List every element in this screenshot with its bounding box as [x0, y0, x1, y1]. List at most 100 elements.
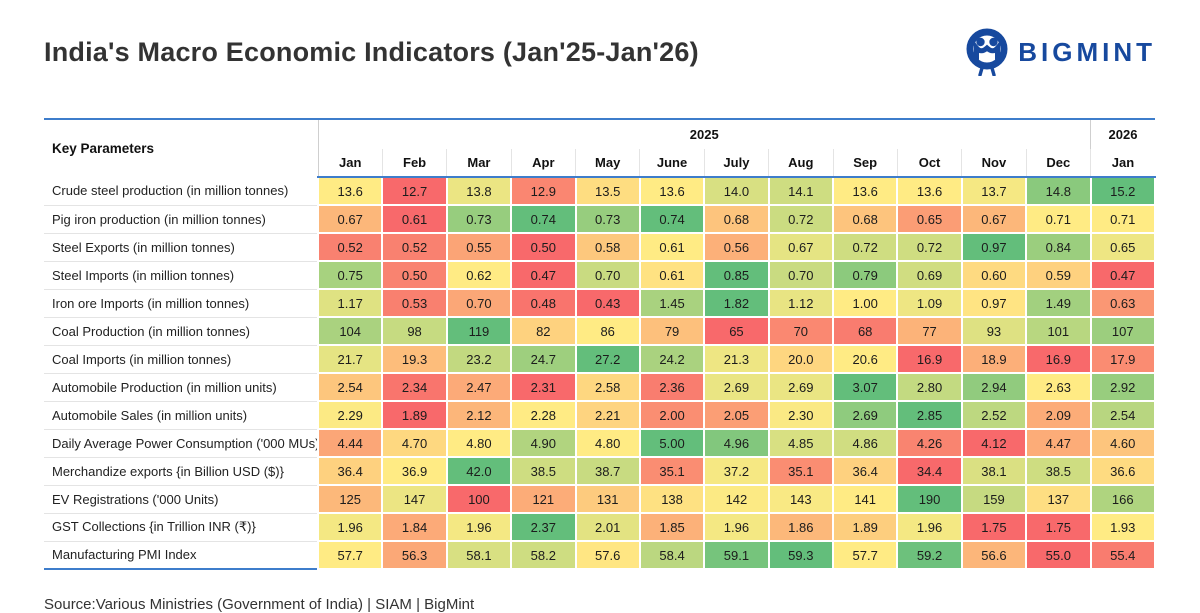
- value-cell: 21.7: [316, 344, 384, 374]
- table-row: Daily Average Power Consumption ('000 MU…: [44, 428, 1156, 458]
- value-cell: 37.2: [703, 456, 770, 486]
- value-cell: 166: [1089, 484, 1156, 514]
- value-cell: 0.50: [510, 232, 577, 262]
- value-cell: 58.4: [638, 540, 706, 570]
- month-header-june: June: [639, 149, 705, 178]
- value-cell: 2.28: [510, 400, 577, 430]
- table-row: Pig iron production (in million tonnes) 0…: [44, 204, 1156, 234]
- value-cell: 1.82: [703, 288, 770, 318]
- value-cell: 24.7: [510, 344, 577, 374]
- key-parameters-header: Key Parameters: [44, 119, 319, 177]
- value-cell: 27.2: [574, 344, 641, 374]
- value-cell: 1.84: [381, 512, 448, 542]
- value-cell: 2.58: [574, 372, 641, 402]
- value-cell: 19.3: [381, 344, 448, 374]
- value-cell: 1.45: [638, 288, 706, 318]
- value-cell: 0.47: [1089, 260, 1156, 290]
- value-cell: 38.7: [574, 456, 641, 486]
- table-row: Coal Production (in million tonnes) 104 98…: [44, 316, 1156, 346]
- value-cell: 2.21: [574, 400, 641, 430]
- value-cell: 23.2: [445, 344, 513, 374]
- value-cell: 0.61: [381, 204, 448, 234]
- value-cell: 13.8: [445, 176, 513, 206]
- value-cell: 131: [574, 484, 641, 514]
- value-cell: 0.84: [1025, 232, 1092, 262]
- value-cell: 2.69: [703, 372, 770, 402]
- value-cell: 13.6: [896, 176, 963, 206]
- value-cell: 121: [510, 484, 577, 514]
- value-cell: 0.47: [510, 260, 577, 290]
- value-cell: 147: [381, 484, 448, 514]
- value-cell: 34.4: [896, 456, 963, 486]
- value-cell: 1.96: [703, 512, 770, 542]
- value-cell: 68: [831, 316, 899, 346]
- value-cell: 159: [960, 484, 1028, 514]
- row-label: Coal Imports (in million tonnes): [44, 345, 318, 374]
- value-cell: 0.56: [703, 232, 770, 262]
- value-cell: 2.54: [316, 372, 384, 402]
- value-cell: 1.85: [638, 512, 706, 542]
- value-cell: 65: [703, 316, 770, 346]
- row-label: Steel Imports (in million tonnes): [44, 261, 318, 290]
- value-cell: 42.0: [445, 456, 513, 486]
- month-header-jan-2026: Jan: [1090, 149, 1155, 178]
- value-cell: 0.68: [703, 204, 770, 234]
- month-header-oct: Oct: [896, 149, 962, 178]
- value-cell: 0.68: [831, 204, 899, 234]
- value-cell: 2.47: [445, 372, 513, 402]
- value-cell: 0.62: [445, 260, 513, 290]
- value-cell: 0.74: [510, 204, 577, 234]
- row-label: Steel Exports (in million tonnes): [44, 233, 318, 262]
- table-row: Coal Imports (in million tonnes) 21.7 19.3…: [44, 344, 1156, 374]
- value-cell: 1.96: [316, 512, 384, 542]
- month-header-sep: Sep: [832, 149, 898, 178]
- value-cell: 4.85: [767, 428, 835, 458]
- bigmint-logo-icon: [966, 28, 1008, 76]
- year-header-2026: 2026: [1090, 119, 1155, 149]
- value-cell: 4.60: [1089, 428, 1156, 458]
- value-cell: 13.6: [638, 176, 706, 206]
- value-cell: 0.97: [960, 288, 1028, 318]
- value-cell: 0.70: [574, 260, 641, 290]
- value-cell: 24.2: [638, 344, 706, 374]
- value-cell: 1.12: [767, 288, 835, 318]
- value-cell: 4.80: [445, 428, 513, 458]
- month-header-nov: Nov: [961, 149, 1027, 178]
- month-header-apr: Apr: [510, 149, 576, 178]
- value-cell: 82: [510, 316, 577, 346]
- value-cell: 0.52: [381, 232, 448, 262]
- month-header-feb: Feb: [381, 149, 447, 178]
- value-cell: 16.9: [896, 344, 963, 374]
- value-cell: 0.74: [638, 204, 706, 234]
- value-cell: 0.65: [896, 204, 963, 234]
- value-cell: 13.7: [960, 176, 1028, 206]
- value-cell: 56.3: [381, 540, 448, 570]
- value-cell: 55.0: [1025, 540, 1092, 570]
- table-row: EV Registrations ('000 Units) 125 147 100 12…: [44, 484, 1156, 514]
- value-cell: 0.67: [960, 204, 1028, 234]
- value-cell: 0.71: [1025, 204, 1092, 234]
- month-header-jan: Jan: [317, 149, 383, 178]
- value-cell: 2.30: [767, 400, 835, 430]
- value-cell: 14.0: [703, 176, 770, 206]
- value-cell: 59.1: [703, 540, 770, 570]
- value-cell: 0.61: [638, 232, 706, 262]
- value-cell: 12.7: [381, 176, 448, 206]
- value-cell: 141: [831, 484, 899, 514]
- value-cell: 36.4: [316, 456, 384, 486]
- value-cell: 1.75: [960, 512, 1028, 542]
- value-cell: 36.4: [831, 456, 899, 486]
- value-cell: 0.63: [1089, 288, 1156, 318]
- value-cell: 13.6: [831, 176, 899, 206]
- value-cell: 104: [316, 316, 384, 346]
- row-label: Daily Average Power Consumption ('000 MU…: [44, 429, 318, 458]
- value-cell: 38.1: [960, 456, 1028, 486]
- value-cell: 100: [445, 484, 513, 514]
- value-cell: 0.75: [316, 260, 384, 290]
- value-cell: 56.6: [960, 540, 1028, 570]
- value-cell: 0.55: [445, 232, 513, 262]
- table-row: Steel Imports (in million tonnes) 0.75 0.5…: [44, 260, 1156, 290]
- value-cell: 2.52: [960, 400, 1028, 430]
- value-cell: 4.26: [896, 428, 963, 458]
- value-cell: 1.96: [896, 512, 963, 542]
